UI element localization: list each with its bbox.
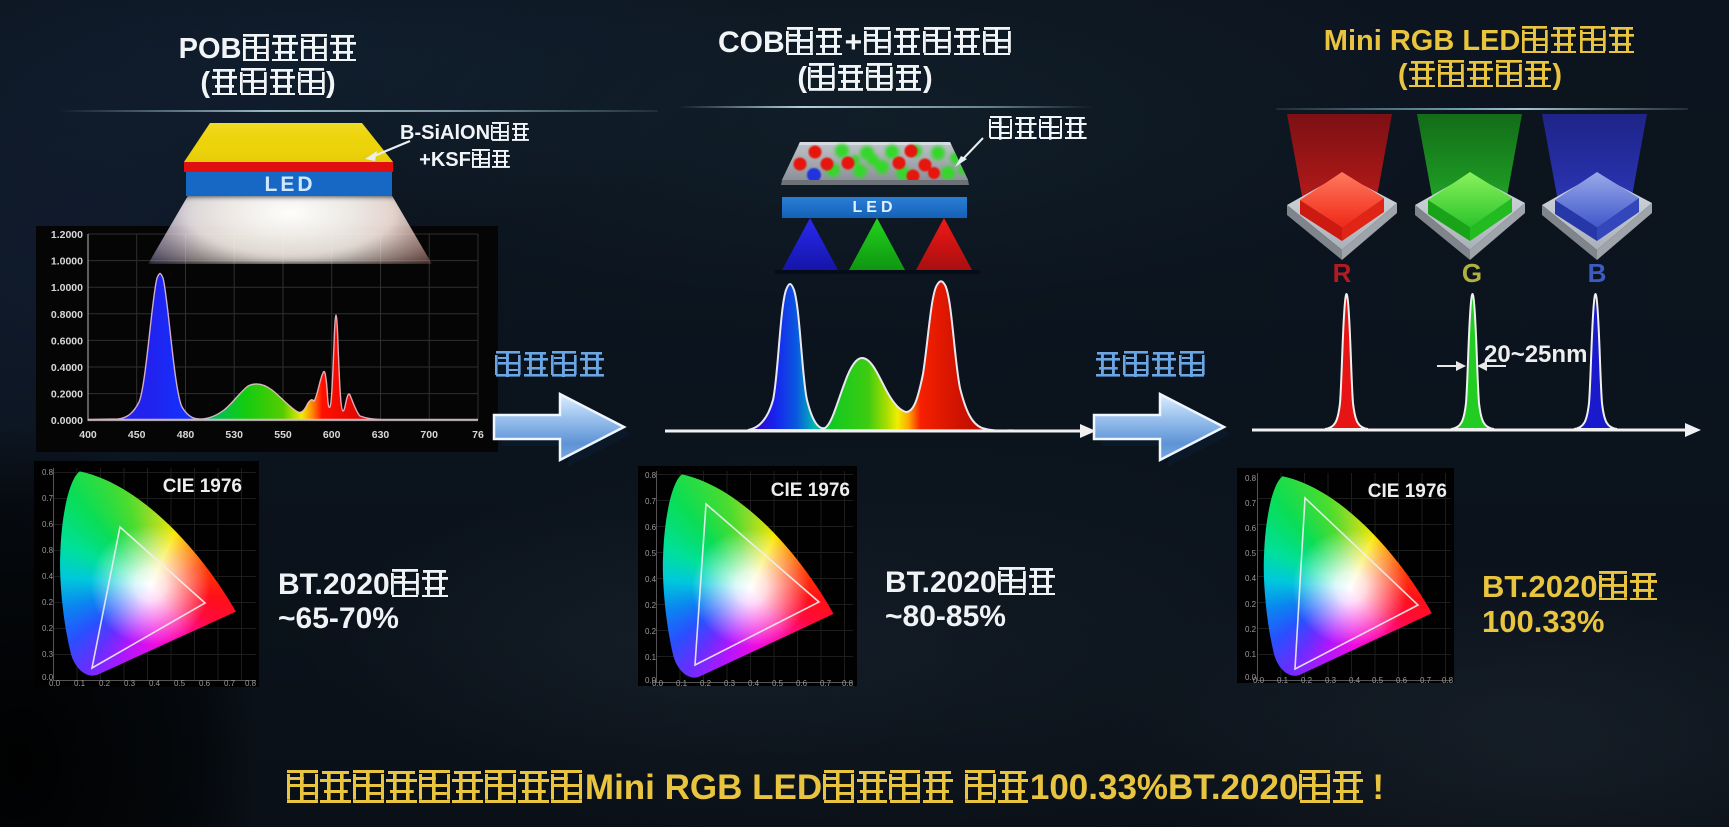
svg-text:0.8: 0.8 xyxy=(1442,676,1454,683)
svg-text:0.2: 0.2 xyxy=(1245,600,1257,609)
svg-text:0.5: 0.5 xyxy=(1372,676,1384,683)
svg-text:0.2: 0.2 xyxy=(42,624,54,633)
svg-text:0.5: 0.5 xyxy=(174,679,186,687)
svg-text:1.0000: 1.0000 xyxy=(51,282,83,294)
svg-text:0.4000: 0.4000 xyxy=(51,362,83,374)
svg-text:0.0: 0.0 xyxy=(42,673,54,682)
svg-text:0.6: 0.6 xyxy=(645,523,657,532)
svg-text:0.2: 0.2 xyxy=(1245,625,1257,634)
svg-text:0.7: 0.7 xyxy=(820,679,832,686)
svg-text:0.1: 0.1 xyxy=(1245,650,1257,659)
svg-text:CIE 1976: CIE 1976 xyxy=(771,480,850,501)
svg-text:480: 480 xyxy=(177,429,195,441)
svg-text:0.0: 0.0 xyxy=(1245,673,1257,682)
svg-text:0.3: 0.3 xyxy=(1325,676,1337,683)
svg-text:0.6: 0.6 xyxy=(42,520,54,529)
svg-text:550: 550 xyxy=(274,429,292,441)
svg-text:700: 700 xyxy=(420,429,438,441)
svg-text:0.7: 0.7 xyxy=(1245,499,1257,508)
svg-text:0.2: 0.2 xyxy=(42,598,54,607)
svg-text:0.1: 0.1 xyxy=(1277,676,1289,683)
svg-text:0.8: 0.8 xyxy=(245,679,257,687)
svg-text:0.7: 0.7 xyxy=(645,497,657,506)
svg-text:0.0: 0.0 xyxy=(652,679,664,686)
svg-text:0.5: 0.5 xyxy=(645,549,657,558)
svg-text:0.7: 0.7 xyxy=(224,679,236,687)
svg-text:0.2: 0.2 xyxy=(1301,676,1313,683)
svg-text:0.0000: 0.0000 xyxy=(51,415,83,427)
svg-text:CIE 1976: CIE 1976 xyxy=(1368,481,1447,502)
svg-text:0.1: 0.1 xyxy=(74,679,86,687)
svg-text:630: 630 xyxy=(372,429,390,441)
svg-text:450: 450 xyxy=(128,429,146,441)
svg-text:0.5: 0.5 xyxy=(1245,549,1257,558)
svg-text:0.4: 0.4 xyxy=(645,575,657,584)
svg-text:400: 400 xyxy=(79,429,97,441)
svg-text:0.8: 0.8 xyxy=(42,468,54,477)
svg-text:0.5: 0.5 xyxy=(772,679,784,686)
svg-text:0.8: 0.8 xyxy=(842,679,854,686)
svg-text:0.8000: 0.8000 xyxy=(51,309,83,321)
svg-text:0.0: 0.0 xyxy=(1253,676,1265,683)
svg-text:0.7: 0.7 xyxy=(1420,676,1432,683)
svg-text:0.4: 0.4 xyxy=(1245,574,1257,583)
svg-text:76: 76 xyxy=(472,429,484,441)
svg-text:0.2000: 0.2000 xyxy=(51,389,83,401)
svg-text:0.4: 0.4 xyxy=(42,572,54,581)
svg-text:0.6: 0.6 xyxy=(199,679,211,687)
svg-text:0.4: 0.4 xyxy=(149,679,161,687)
svg-text:0.8: 0.8 xyxy=(1245,474,1257,483)
svg-text:0.0: 0.0 xyxy=(645,676,657,685)
svg-text:530: 530 xyxy=(225,429,243,441)
svg-text:0.2: 0.2 xyxy=(700,679,712,686)
svg-text:600: 600 xyxy=(323,429,341,441)
svg-text:0.2: 0.2 xyxy=(645,601,657,610)
svg-text:0.0: 0.0 xyxy=(49,679,61,687)
svg-text:0.4: 0.4 xyxy=(748,679,760,686)
svg-text:0.7: 0.7 xyxy=(42,494,54,503)
svg-text:1.0000: 1.0000 xyxy=(51,256,83,268)
svg-text:CIE 1976: CIE 1976 xyxy=(163,476,242,497)
svg-text:0.6000: 0.6000 xyxy=(51,335,83,347)
svg-text:0.2: 0.2 xyxy=(645,627,657,636)
svg-text:0.1: 0.1 xyxy=(645,653,657,662)
svg-text:0.6: 0.6 xyxy=(1245,524,1257,533)
svg-text:0.6: 0.6 xyxy=(1396,676,1408,683)
svg-text:0.3: 0.3 xyxy=(124,679,136,687)
svg-text:0.8: 0.8 xyxy=(645,471,657,480)
svg-text:0.3: 0.3 xyxy=(42,650,54,659)
svg-text:0.6: 0.6 xyxy=(796,679,808,686)
svg-text:0.1: 0.1 xyxy=(676,679,688,686)
svg-text:0.2: 0.2 xyxy=(99,679,111,687)
svg-text:1.2000: 1.2000 xyxy=(51,229,83,241)
svg-text:0.3: 0.3 xyxy=(724,679,736,686)
svg-text:0.4: 0.4 xyxy=(1349,676,1361,683)
svg-text:0.8: 0.8 xyxy=(42,546,54,555)
svg-text:LED: LED xyxy=(265,173,316,196)
